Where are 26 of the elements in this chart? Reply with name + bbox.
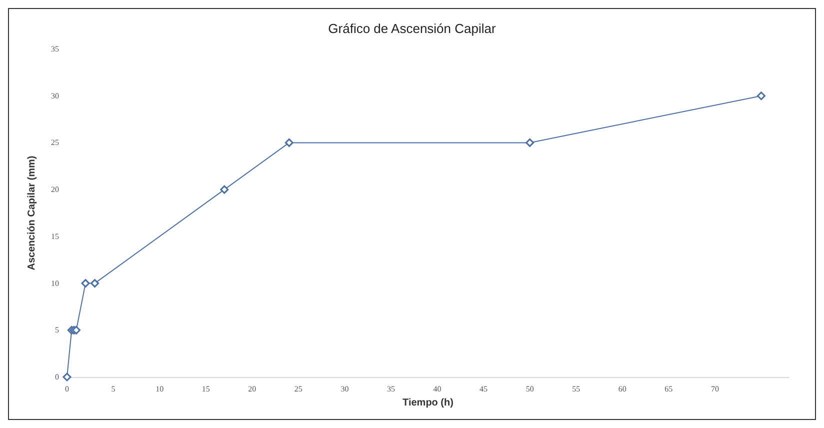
x-tick-label: 40 xyxy=(433,384,442,394)
x-tick-label: 15 xyxy=(202,384,210,394)
y-tick-label: 10 xyxy=(51,278,59,288)
y-tick-label: 35 xyxy=(51,44,59,54)
x-tick-label: 50 xyxy=(526,384,534,394)
x-tick-label: 0 xyxy=(65,384,69,394)
y-tick-label: 30 xyxy=(51,91,59,100)
x-tick-label: 10 xyxy=(156,384,164,394)
x-tick-label: 20 xyxy=(248,384,256,394)
x-tick-label: 5 xyxy=(111,384,116,394)
y-tick-label: 20 xyxy=(51,185,59,194)
x-tick-label: 35 xyxy=(386,384,395,394)
y-tick-label: 0 xyxy=(55,372,59,382)
x-tick-label: 45 xyxy=(480,384,488,394)
x-tick-label: 25 xyxy=(294,384,302,394)
x-axis-title: Tiempo (h) xyxy=(402,397,454,408)
y-tick-label: 5 xyxy=(55,326,59,335)
y-tick-label: 15 xyxy=(51,232,59,241)
y-axis-title: Ascención Capilar (mm) xyxy=(26,156,38,270)
y-tick-label: 25 xyxy=(51,138,59,148)
x-tick-label: 70 xyxy=(710,384,719,394)
x-tick-label: 55 xyxy=(572,384,580,394)
x-tick-label: 60 xyxy=(618,384,626,394)
x-tick-label: 30 xyxy=(340,384,349,394)
chart-title: Gráfico de Ascensión Capilar xyxy=(328,21,496,36)
x-tick-label: 65 xyxy=(664,384,673,394)
